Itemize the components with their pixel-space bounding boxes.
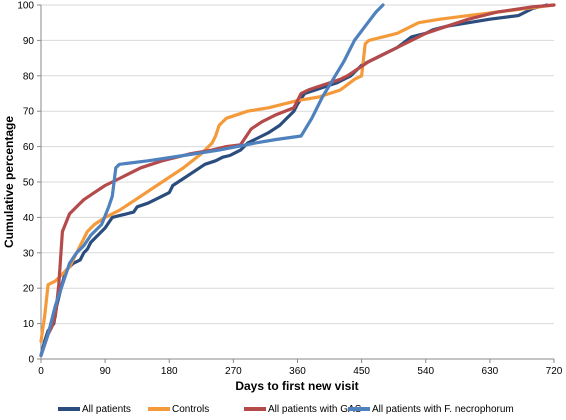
series-lines bbox=[39, 3, 556, 358]
y-tick-label: 60 bbox=[23, 142, 35, 153]
y-tick-label: 0 bbox=[28, 355, 34, 366]
gridlines bbox=[41, 4, 554, 325]
legend-label-2: All patients with GAS bbox=[268, 404, 362, 415]
y-tick-label: 90 bbox=[23, 36, 35, 47]
series-line-3 bbox=[39, 3, 385, 358]
legend-label-3: All patients with F. necrophorum bbox=[372, 404, 514, 415]
y-tick-label: 80 bbox=[23, 71, 35, 82]
y-tick-label: 50 bbox=[23, 178, 35, 189]
x-axis-title: Days to first new visit bbox=[235, 379, 358, 393]
x-tick-label: 540 bbox=[417, 366, 434, 377]
x-tick-label: 180 bbox=[161, 366, 178, 377]
legend-label-1: Controls bbox=[172, 404, 209, 415]
y-axis-title: Cumulative percentage bbox=[2, 116, 16, 248]
x-tick-label: 720 bbox=[546, 366, 563, 377]
y-tick-label: 100 bbox=[17, 1, 34, 12]
x-ticks: 0 90 180 270 360 450 540 630 720 bbox=[38, 359, 563, 377]
legend: All patients Controls All patients with GA… bbox=[58, 404, 514, 415]
y-tick-label: 40 bbox=[23, 213, 35, 224]
series-line-2 bbox=[39, 3, 556, 358]
legend-label-0: All patients bbox=[82, 404, 131, 415]
x-tick-label: 630 bbox=[482, 366, 499, 377]
y-tick-label: 70 bbox=[23, 107, 35, 118]
x-tick-label: 270 bbox=[225, 366, 242, 377]
y-tick-label: 10 bbox=[23, 319, 35, 330]
y-tick-label: 30 bbox=[23, 248, 35, 259]
y-tick-label: 20 bbox=[23, 284, 35, 295]
x-tick-label: 450 bbox=[353, 366, 370, 377]
x-tick-label: 0 bbox=[38, 366, 44, 377]
x-tick-label: 90 bbox=[100, 366, 112, 377]
y-ticks: 0 10 20 30 40 50 60 70 80 90 100 bbox=[17, 1, 41, 366]
x-tick-label: 360 bbox=[289, 366, 306, 377]
